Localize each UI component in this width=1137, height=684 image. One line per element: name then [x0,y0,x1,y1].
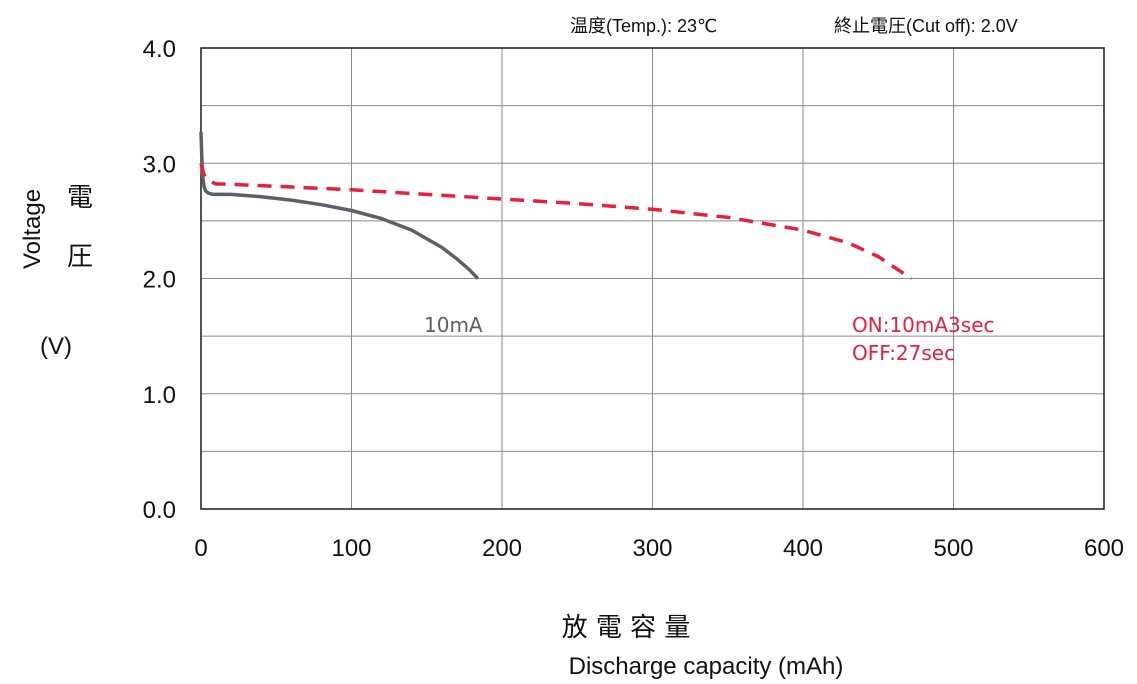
series-label-pulse-on: ON:10mA3sec [852,313,995,337]
x-tick-label: 400 [783,535,823,562]
y-tick-label: 0.0 [143,497,176,524]
x-tick-label: 600 [1084,535,1124,562]
x-tick-label: 500 [933,535,973,562]
grid [201,48,1104,509]
x-tick-label: 100 [331,535,371,562]
y-axis-unit: (V) [40,333,72,360]
tick-labels: 0 100 200 300 400 500 600 0.0 1.0 2.0 3.0 4.0 [143,36,1124,562]
x-axis-label-jp: 放 電 容 量 [562,613,691,643]
y-axis-label: Voltage [19,189,46,269]
y-tick-label: 4.0 [143,36,176,63]
temperature-condition: 温度(Temp.): 23℃ [570,16,717,36]
series-label-pulse-off: OFF:27sec [852,341,955,365]
series-line-continuous [199,132,480,280]
series-layer [199,132,913,280]
y-axis-label-jp-1: 電 [67,183,93,213]
x-axis-label: Discharge capacity (mAh) [569,653,844,680]
y-tick-label: 1.0 [143,382,176,409]
y-tick-label: 2.0 [143,267,176,294]
cutoff-condition: 終止電圧(Cut off): 2.0V [834,16,1018,36]
x-tick-label: 0 [194,535,207,562]
series-line-pulse [199,162,913,280]
y-axis-label-jp-2: 圧 [67,242,93,272]
y-tick-label: 3.0 [143,151,176,178]
series-label-continuous: 10mA [424,313,483,337]
x-tick-label: 300 [632,535,672,562]
x-tick-label: 200 [482,535,522,562]
plot-frame [200,47,1105,510]
